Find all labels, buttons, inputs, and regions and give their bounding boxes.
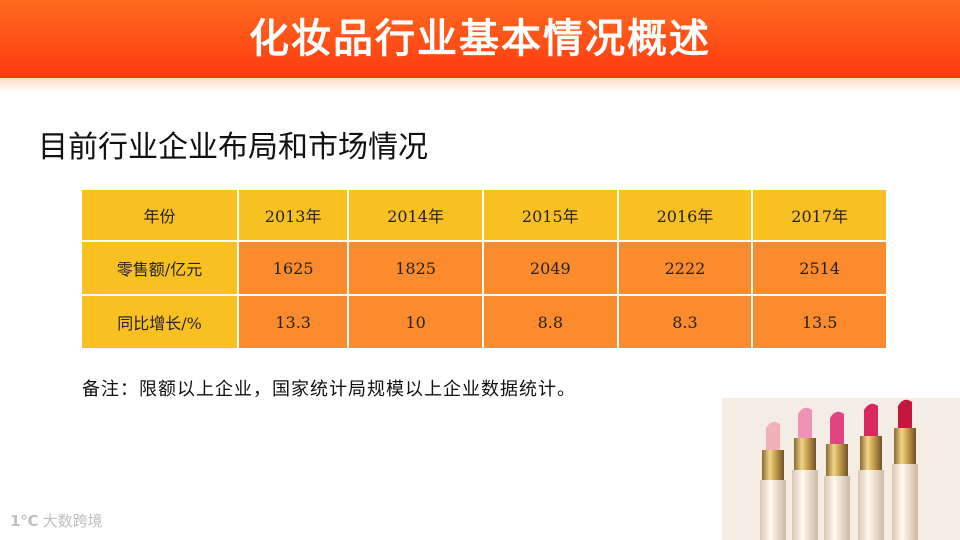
- table-cell: 2514: [751, 240, 888, 296]
- row-label: 同比增长/%: [80, 294, 239, 350]
- table-header-cell: 2017年: [751, 188, 888, 242]
- data-table: 年份 2013年 2014年 2015年 2016年 2017年 零售额/亿元 …: [80, 188, 888, 350]
- table-cell: 8.8: [481, 294, 619, 350]
- table-cell: 1825: [347, 240, 484, 296]
- table-header-cell: 2014年: [347, 188, 484, 242]
- lipstick-5: [892, 399, 918, 540]
- table-header-cell: 2013年: [236, 188, 350, 242]
- title-banner: [0, 0, 960, 78]
- footnote: 备注：限额以上企业，国家统计局规模以上企业数据统计。: [82, 379, 576, 400]
- lipstick-2: [792, 407, 818, 540]
- watermark: 1℃ 大数跨境: [10, 510, 103, 531]
- table-cell: 13.3: [236, 294, 350, 350]
- table-row: 同比增长/% 13.3 10 8.8 8.3 13.5: [80, 294, 888, 350]
- table-header-row: 年份 2013年 2014年 2015年 2016年 2017年: [80, 188, 888, 242]
- table-row: 零售额/亿元 1625 1825 2049 2222 2514: [80, 240, 888, 296]
- table-cell: 1625: [236, 240, 350, 296]
- banner-shadow: [0, 78, 960, 92]
- lipstick-3: [824, 411, 850, 540]
- table-cell: 2049: [481, 240, 619, 296]
- table-header-cell: 年份: [80, 188, 239, 242]
- section-subtitle: 目前行业企业布局和市场情况: [38, 130, 428, 165]
- table-cell: 8.3: [616, 294, 754, 350]
- row-label: 零售额/亿元: [80, 240, 239, 296]
- lipstick-image: [722, 398, 960, 540]
- table-header-cell: 2016年: [616, 188, 754, 242]
- table-cell: 13.5: [751, 294, 888, 350]
- table-cell: 2222: [616, 240, 754, 296]
- brand-logo-icon: 1℃: [10, 512, 39, 530]
- table-cell: 10: [347, 294, 484, 350]
- watermark-text: 大数跨境: [42, 512, 103, 530]
- page-title: 化妆品行业基本情况概述: [249, 16, 711, 62]
- lipstick-4: [858, 403, 884, 540]
- lipstick-1: [760, 421, 786, 540]
- table-header-cell: 2015年: [481, 188, 619, 242]
